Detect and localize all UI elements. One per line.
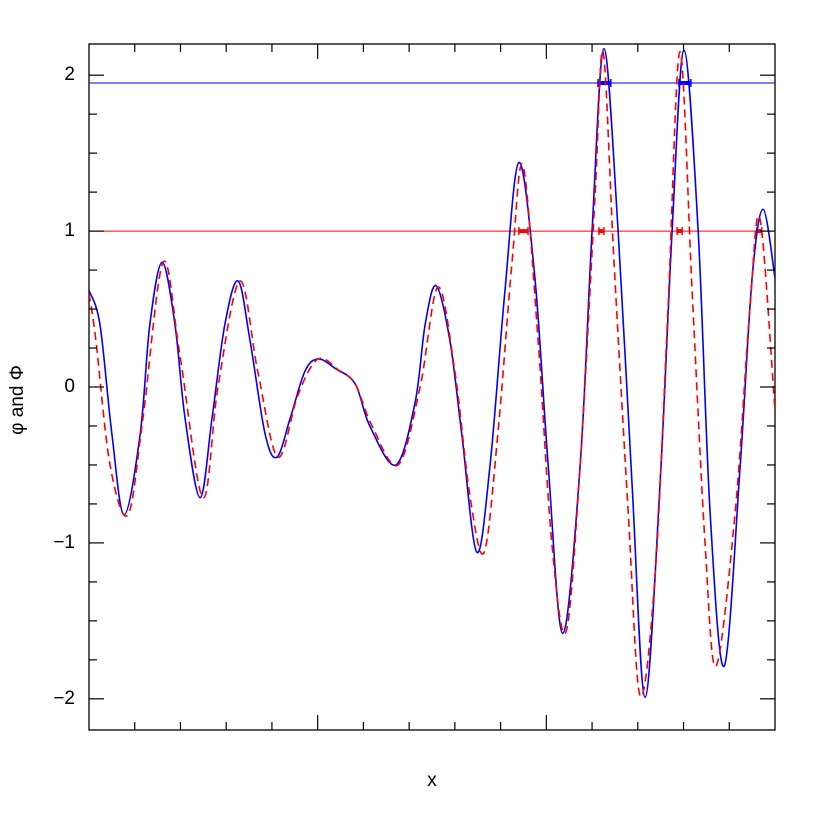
series-line	[89, 47, 775, 699]
y-tick-label: 0	[64, 376, 75, 397]
series-line	[89, 50, 775, 698]
plot-frame	[88, 43, 776, 731]
y-axis-label: φ and Φ	[7, 365, 28, 435]
x-axis-label: x	[427, 770, 437, 791]
y-tick-label: 1	[64, 220, 75, 241]
y-tick-label: −1	[53, 532, 75, 553]
y-tick-label: 2	[64, 64, 75, 85]
y-tick-label: −2	[53, 688, 75, 709]
plot-area	[89, 47, 775, 699]
